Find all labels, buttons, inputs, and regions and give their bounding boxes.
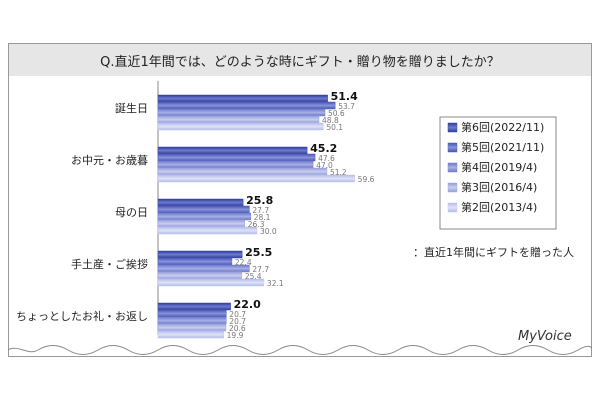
value-label: 51.4	[331, 90, 358, 103]
bar	[157, 257, 233, 266]
value-label: 50.6	[328, 109, 345, 118]
bar	[157, 212, 251, 221]
category-label: 手土産・ご挨拶	[71, 257, 148, 271]
value-label: 51.2	[330, 168, 347, 177]
legend-label: 第6回(2022/11)	[461, 120, 544, 134]
bar	[157, 226, 258, 235]
legend-label: 第4回(2019/4)	[461, 160, 537, 174]
value-label: 25.8	[246, 194, 273, 207]
value-label: 32.1	[267, 279, 284, 288]
bar	[157, 316, 227, 325]
bar	[157, 219, 246, 228]
category-label: お中元・お歳暮	[71, 153, 148, 167]
value-label: 20.7	[229, 310, 246, 319]
cut-line	[7, 345, 593, 355]
bar	[157, 174, 355, 183]
bar	[157, 153, 316, 162]
value-label: 27.7	[252, 206, 269, 215]
legend-swatch	[447, 142, 458, 153]
bar	[157, 198, 244, 207]
value-label: 26.3	[248, 220, 265, 229]
value-label: 20.6	[229, 324, 246, 333]
bar	[157, 167, 328, 176]
legend-label: 第5回(2021/11)	[461, 140, 544, 154]
bar	[157, 108, 326, 117]
bar	[157, 309, 227, 318]
sample-note: ：直近1年間にギフトを贈った人	[413, 245, 574, 259]
value-label: 19.9	[227, 331, 244, 340]
bar	[157, 122, 324, 131]
value-label: 25.5	[245, 246, 272, 259]
bar	[157, 160, 314, 169]
bar	[157, 115, 320, 124]
bar	[157, 302, 231, 311]
value-label: 22.0	[234, 298, 261, 311]
bar	[157, 323, 227, 332]
value-label: 53.7	[338, 102, 355, 111]
chart-svg: Q.直近1年間では、どのような時にギフト・贈り物を贈りましたか？ 誕生日お中元・…	[7, 43, 593, 357]
legend-label: 第2回(2013/4)	[461, 200, 537, 214]
category-label: 誕生日	[115, 101, 148, 115]
category-label: ちょっとしたお礼・お返し	[16, 309, 148, 323]
legend-swatch	[447, 122, 458, 133]
bar	[157, 146, 308, 155]
bar	[157, 205, 250, 214]
chart-title: Q.直近1年間では、どのような時にギフト・贈り物を贈りましたか？	[100, 54, 500, 70]
chart-frame: Q.直近1年間では、どのような時にギフト・贈り物を贈りましたか？ 誕生日お中元・…	[7, 43, 593, 357]
bar	[157, 271, 243, 280]
value-label: 22.4	[235, 258, 252, 267]
legend-box	[439, 116, 557, 230]
bar	[157, 278, 265, 287]
value-label: 59.6	[358, 175, 375, 184]
value-label: 47.6	[318, 154, 335, 163]
legend-swatch	[447, 162, 458, 173]
legend-swatch	[447, 202, 458, 213]
value-label: 45.2	[310, 142, 337, 155]
brand-logo: MyVoice	[518, 329, 572, 344]
bar	[157, 94, 328, 103]
title-bar	[9, 44, 591, 76]
value-label: 30.0	[260, 227, 277, 236]
bar	[157, 101, 336, 110]
legend-swatch	[447, 182, 458, 193]
value-label: 20.7	[229, 317, 246, 326]
value-label: 48.8	[322, 116, 339, 125]
value-label: 25.4	[245, 272, 262, 281]
bar	[157, 330, 224, 339]
value-label: 28.1	[254, 213, 271, 222]
legend-label: 第3回(2016/4)	[461, 180, 537, 194]
value-label: 50.1	[326, 123, 343, 132]
value-label: 47.0	[316, 161, 333, 170]
category-label: 母の日	[115, 206, 148, 219]
value-label: 27.7	[252, 265, 269, 274]
bar	[157, 250, 243, 259]
